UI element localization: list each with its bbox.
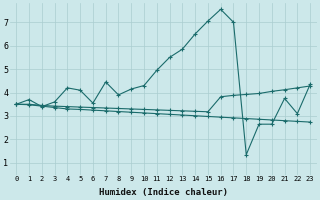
X-axis label: Humidex (Indice chaleur): Humidex (Indice chaleur): [99, 188, 228, 197]
